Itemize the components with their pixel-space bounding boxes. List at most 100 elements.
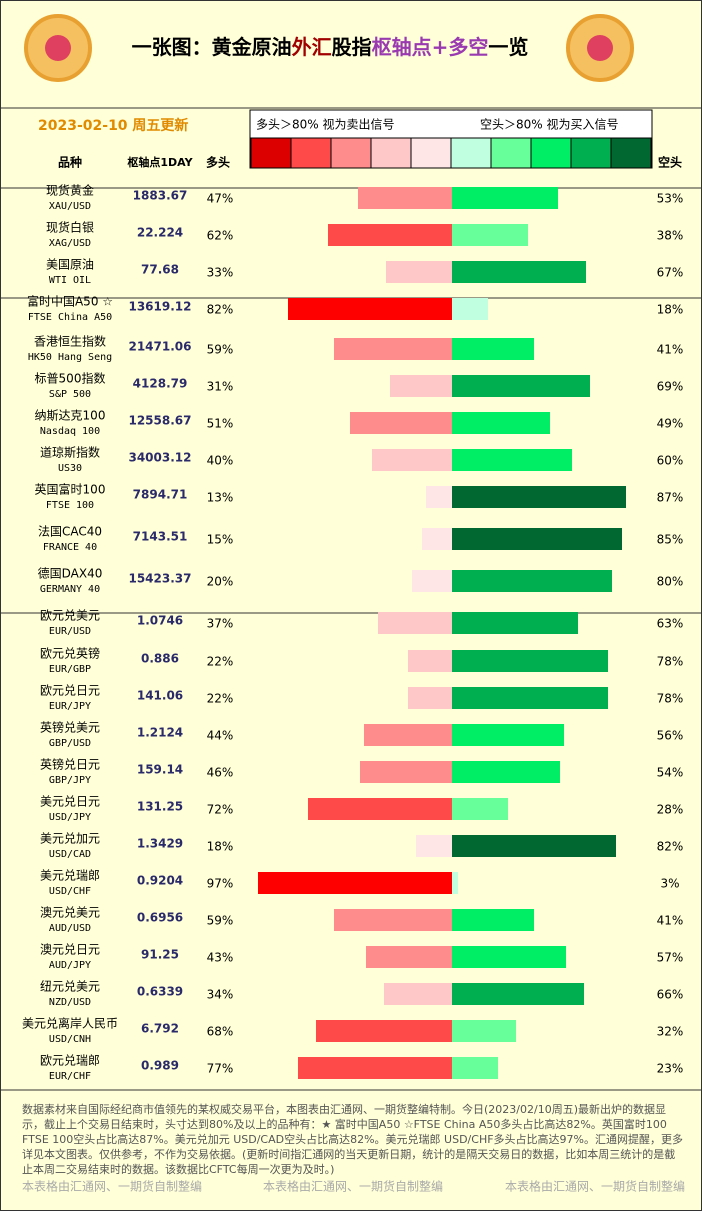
long-bar [386, 261, 452, 283]
short-bar [452, 486, 626, 508]
short-label: 49% [657, 417, 684, 431]
row-name: 香港恒生指数 [34, 334, 106, 349]
short-bar [452, 612, 578, 634]
row-name: 美元兑离岸人民币 [22, 1016, 118, 1031]
legend-swatch [450, 137, 492, 169]
row-name: 澳元兑日元 [40, 943, 100, 957]
col-header: 品种 [58, 155, 82, 170]
legend-swatch [290, 137, 332, 169]
long-bar [408, 687, 452, 709]
title-part: 枢轴点+多空 [372, 35, 489, 59]
row-name: 澳元兑美元 [40, 906, 100, 920]
short-bar [452, 298, 488, 320]
legend-long: 多头＞80% 视为卖出信号 [256, 117, 395, 132]
title-part: 股指 [332, 35, 372, 59]
row-name: 英国富时100 [35, 482, 106, 497]
row-code: XAU/USD [49, 201, 91, 212]
legend-swatch [490, 137, 532, 169]
long-bar [366, 946, 452, 968]
long-label: 62% [207, 229, 234, 243]
col-header: 枢轴点1DAY [127, 155, 193, 169]
row-code: USD/CAD [49, 849, 91, 860]
long-label: 22% [207, 692, 234, 706]
short-label: 85% [657, 533, 684, 547]
legend-swatch [570, 137, 612, 169]
pivot: 12558.67 [128, 414, 191, 428]
row-name: 欧元兑美元 [40, 609, 100, 623]
long-bar [334, 909, 452, 931]
row-name: 纽元兑美元 [40, 980, 100, 994]
short-bar [452, 261, 586, 283]
row-name: 标普500指数 [35, 371, 106, 386]
long-label: 33% [207, 266, 234, 280]
long-bar [328, 224, 452, 246]
pivot: 131.25 [137, 800, 183, 814]
pivot: 0.989 [141, 1059, 179, 1073]
short-label: 28% [657, 803, 684, 817]
row-name: 法国CAC40 [38, 525, 102, 539]
long-label: 97% [207, 877, 234, 891]
long-bar [350, 412, 452, 434]
short-bar [452, 798, 508, 820]
row-name: 现货黄金 [46, 183, 94, 198]
row-name: 英镑兑日元 [40, 757, 100, 772]
pivot: 13619.12 [128, 300, 191, 314]
pivot: 4128.79 [133, 377, 188, 391]
row-code: GERMANY 40 [40, 584, 100, 595]
short-label: 69% [657, 380, 684, 394]
long-label: 13% [207, 491, 234, 505]
credit: 本表格由汇通网、一期货自制整编 [505, 1179, 685, 1194]
long-label: 37% [207, 617, 234, 631]
short-label: 38% [657, 229, 684, 243]
pivot: 0.6339 [137, 985, 183, 999]
credit: 本表格由汇通网、一期货自制整编 [263, 1179, 443, 1194]
pivot: 21471.06 [128, 340, 191, 354]
long-label: 20% [207, 575, 234, 589]
date: 2023-02-10 周五更新 [38, 117, 188, 134]
short-label: 23% [657, 1062, 684, 1076]
short-label: 3% [660, 877, 679, 891]
row-code: NZD/USD [49, 997, 91, 1008]
row-code: Nasdaq 100 [40, 426, 100, 437]
row-code: USD/CNH [49, 1034, 91, 1045]
row-code: EUR/USD [49, 626, 91, 637]
short-label: 78% [657, 655, 684, 669]
long-label: 72% [207, 803, 234, 817]
row-name: 纳斯达克100 [35, 409, 106, 423]
short-label: 32% [657, 1025, 684, 1039]
long-bar [334, 338, 452, 360]
pivot: 34003.12 [128, 451, 191, 465]
pivot: 6.792 [141, 1022, 179, 1036]
short-label: 60% [657, 454, 684, 468]
long-bar [372, 449, 452, 471]
short-bar [452, 724, 564, 746]
row-code: USD/CHF [49, 886, 91, 897]
row-code: GBP/USD [49, 738, 91, 749]
long-label: 68% [207, 1025, 234, 1039]
row-code: AUD/USD [49, 923, 91, 934]
title-part: 一张图：黄金原油 [132, 35, 292, 59]
short-bar [452, 528, 622, 550]
long-label: 59% [207, 343, 234, 357]
long-bar [412, 570, 452, 592]
col-header: 空头 [658, 155, 682, 170]
short-label: 87% [657, 491, 684, 505]
pivot: 1.0746 [137, 614, 183, 628]
row-code: FTSE China A50 [28, 312, 112, 323]
long-bar [384, 983, 452, 1005]
row-name: 欧元兑日元 [40, 684, 100, 698]
legend-swatch [530, 137, 572, 169]
pivot: 0.886 [141, 652, 179, 666]
long-bar [358, 187, 452, 209]
row-code: WTI OIL [49, 275, 91, 286]
legend-swatch [330, 137, 372, 169]
short-bar [452, 570, 612, 592]
short-bar [452, 872, 458, 894]
long-bar [308, 798, 452, 820]
pivot: 7894.71 [133, 488, 188, 502]
row-code: EUR/GBP [49, 664, 91, 675]
long-label: 77% [207, 1062, 234, 1076]
short-bar [452, 412, 550, 434]
short-bar [452, 983, 584, 1005]
